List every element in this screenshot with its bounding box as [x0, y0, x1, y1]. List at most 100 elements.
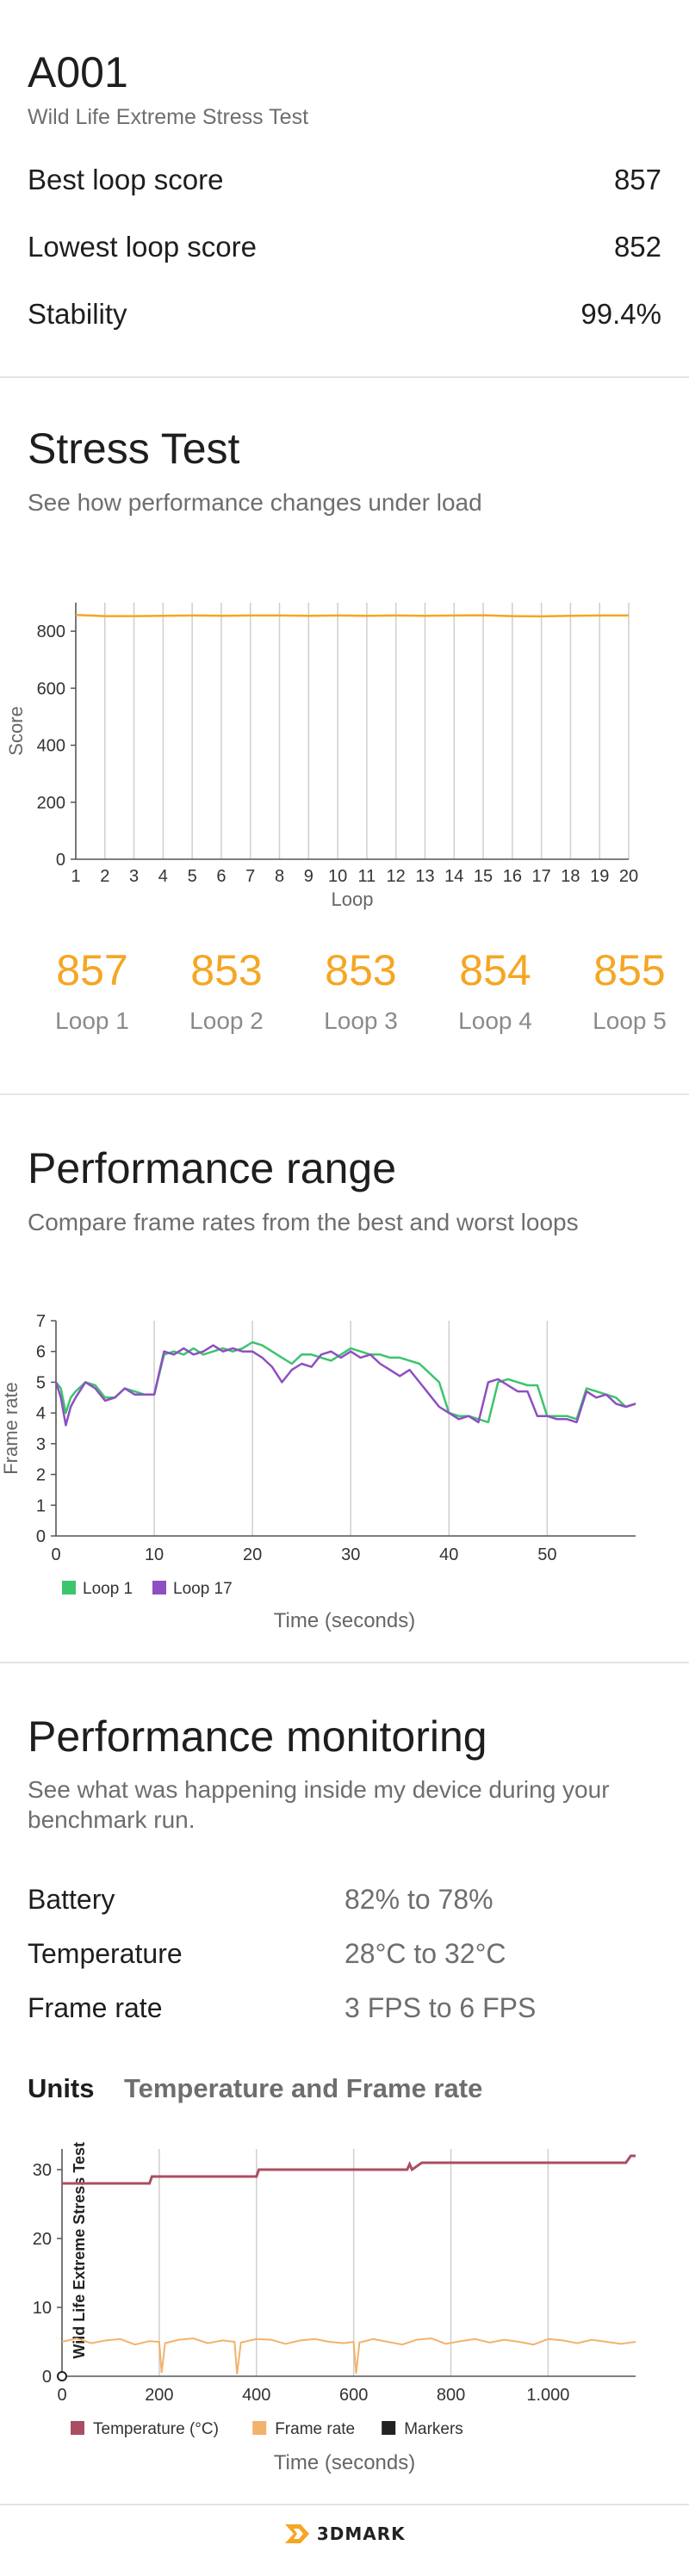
loop-label: Loop 4	[458, 1007, 532, 1034]
summary-value: 99.4%	[580, 298, 661, 330]
monitor-value: 82% to 78%	[344, 1884, 493, 1915]
x-tick-label: 3	[129, 867, 139, 886]
y-tick-label: 5	[36, 1373, 46, 1392]
loop-score-strip[interactable]: 857 Loop 1 853 Loop 2 853 Loop 3 854 Loo…	[28, 945, 689, 1049]
monitor-value: 28°C to 32°C	[344, 1938, 506, 1969]
monitor-label: Frame rate	[28, 1992, 163, 2023]
legend-label: Frame rate	[275, 2420, 355, 2438]
x-tick-label: 800	[437, 2386, 465, 2405]
monitor-label: Temperature	[28, 1938, 183, 1969]
y-tick-label: 6	[36, 1343, 46, 1362]
x-tick-label: 600	[339, 2386, 368, 2405]
frame-rate-series-line	[61, 2337, 636, 2375]
units-label: Units	[28, 2073, 95, 2103]
x-tick-label: 40	[439, 1545, 458, 1564]
x-tick-label: 1	[71, 867, 80, 886]
temperature-series-line	[62, 2154, 636, 2185]
summary-value: 857	[613, 164, 661, 195]
y-tick-label: 1	[36, 1496, 46, 1515]
score-series-line	[75, 613, 629, 618]
legend-swatch	[152, 1581, 166, 1595]
summary-label: Lowest loop score	[28, 231, 257, 263]
y-tick-label: 30	[33, 2161, 52, 2180]
x-tick-label: 11	[358, 867, 376, 886]
y-tick-label: 0	[56, 851, 65, 870]
x-tick-label: 15	[474, 867, 493, 886]
series-line-loop-1	[55, 1341, 636, 1424]
y-tick-label: 400	[37, 737, 65, 756]
footer-logo: 3DMARK	[0, 2523, 689, 2557]
y-tick-label: 3	[36, 1435, 46, 1454]
loop-label: Loop 2	[189, 1007, 264, 1034]
x-tick-label: 2	[100, 867, 109, 886]
monitoring-title: Performance monitoring	[28, 1712, 487, 1761]
x-axis-label: Time (seconds)	[274, 2451, 415, 2474]
test-name: Wild Life Extreme Stress Test	[28, 105, 309, 129]
y-tick-label: 600	[37, 679, 65, 698]
loop-card[interactable]: 855 Loop 5	[565, 945, 689, 1035]
x-tick-label: 17	[532, 867, 551, 886]
monitoring-subtitle-line-1: See what was happening inside my device …	[28, 1776, 610, 1803]
x-tick-label: 30	[341, 1545, 360, 1564]
x-tick-label: 16	[503, 867, 522, 886]
x-tick-label: 13	[415, 867, 434, 886]
x-tick-label: 14	[444, 867, 463, 886]
x-tick-label: 19	[590, 867, 609, 886]
y-tick-label: 200	[37, 794, 65, 813]
y-axis-label: Score	[5, 706, 27, 755]
y-tick-label: 800	[37, 622, 65, 641]
y-tick-label: 2	[36, 1466, 46, 1485]
loop-score: 855	[593, 946, 666, 994]
range-subtitle: Compare frame rates from the best and wo…	[28, 1209, 579, 1235]
y-tick-label: 10	[33, 2299, 52, 2318]
section-divider	[0, 376, 689, 378]
legend-swatch	[62, 1581, 76, 1595]
x-tick-label: 5	[188, 867, 197, 886]
summary-label: Stability	[28, 298, 127, 330]
loop-card[interactable]: 853 Loop 3	[296, 945, 425, 1035]
range-title: Performance range	[28, 1144, 397, 1192]
x-tick-label: 10	[145, 1545, 164, 1564]
legend-label: Markers	[404, 2420, 463, 2438]
loop-card[interactable]: 853 Loop 2	[162, 945, 291, 1035]
x-tick-label: 0	[57, 2386, 66, 2405]
legend-swatch	[382, 2421, 396, 2435]
brand-name: 3DMARK	[316, 2523, 406, 2544]
stress-score-chart: 1 2 3 4 5 6 7 8 9 10 11 12 13 14 15 16 17 18 19 20020040060…	[5, 603, 638, 910]
legend-swatch	[71, 2421, 84, 2435]
loop-card[interactable]: 854 Loop 4	[431, 945, 560, 1035]
x-tick-label: 7	[245, 867, 255, 886]
performance-range-chart: 0 10 20 30 40 50 0 1 2 3 4 5 6 7 Frame rate Loop 1 Loop …	[0, 1312, 636, 1632]
x-tick-label: 6	[216, 867, 226, 886]
chart-vertical-title: Wild Life Extreme Stress Test	[71, 2142, 88, 2359]
y-tick-label: 0	[42, 2368, 52, 2387]
legend-swatch	[252, 2421, 267, 2435]
x-tick-label: 200	[145, 2386, 173, 2405]
monitoring-subtitle-line-2: benchmark run.	[28, 1806, 196, 1833]
stress-title: Stress Test	[28, 424, 240, 473]
loop-score: 853	[190, 946, 263, 994]
loop-label: Loop 5	[593, 1007, 667, 1034]
loop-card[interactable]: 857 Loop 1	[28, 945, 157, 1035]
y-axis-label: Frame rate	[0, 1382, 22, 1475]
loop-label: Loop 1	[55, 1007, 129, 1034]
x-tick-label: 50	[537, 1545, 556, 1564]
x-tick-label: 20	[243, 1545, 262, 1564]
units-option[interactable]: Temperature and Frame rate	[123, 2073, 483, 2103]
x-tick-label: 18	[561, 867, 580, 886]
x-tick-label: 9	[304, 867, 313, 886]
units-selector[interactable]: Units Temperature and Frame rate	[28, 2073, 482, 2104]
loop-score: 853	[325, 946, 397, 994]
y-tick-label: 7	[36, 1312, 46, 1331]
summary-value: 852	[613, 231, 661, 263]
y-tick-label: 20	[33, 2230, 52, 2249]
section-divider	[0, 1662, 689, 1663]
monitor-label: Battery	[28, 1884, 115, 1915]
x-tick-label: 20	[619, 867, 638, 886]
y-tick-label: 4	[36, 1404, 46, 1423]
summary-label: Best loop score	[28, 164, 224, 195]
x-axis-label: Loop	[332, 889, 374, 910]
x-axis-label: Time (seconds)	[274, 1609, 415, 1632]
x-tick-label: 400	[242, 2386, 270, 2405]
x-tick-label: 4	[158, 867, 168, 886]
